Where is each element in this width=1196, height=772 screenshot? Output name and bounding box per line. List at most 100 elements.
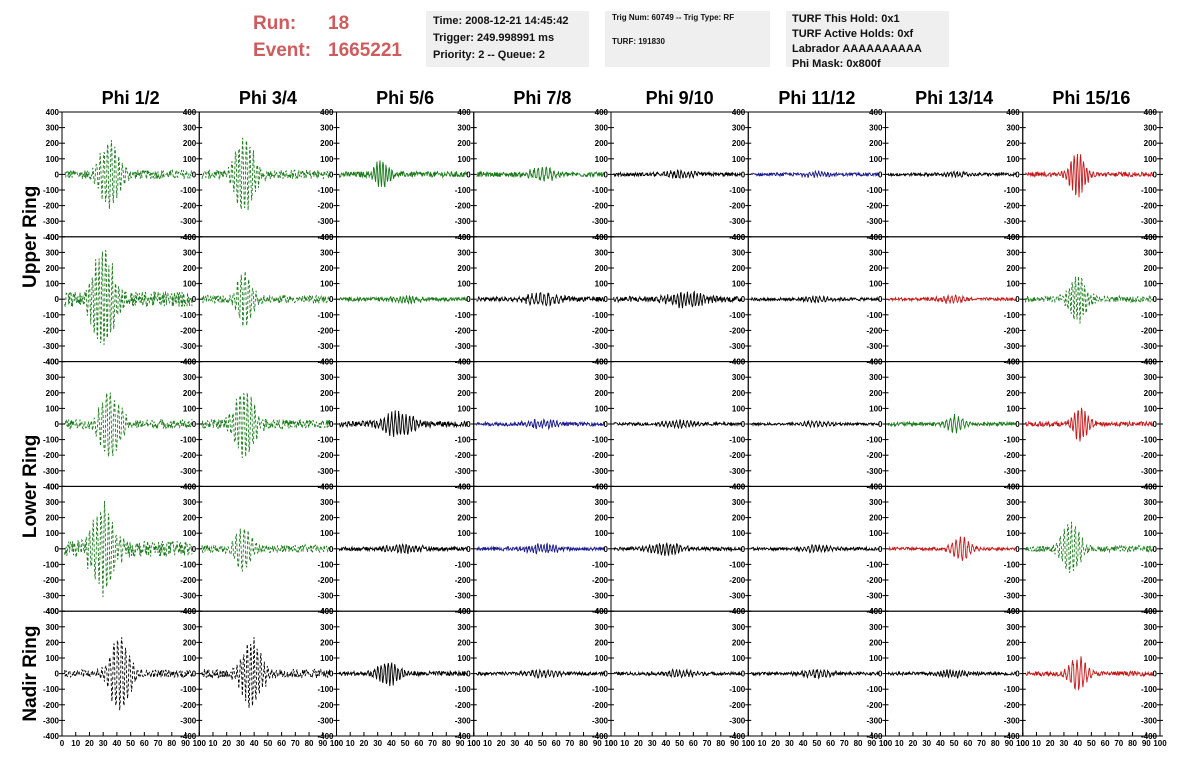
y-tick-label: -400 bbox=[43, 233, 60, 242]
y-tick-label: -200 bbox=[455, 326, 472, 335]
y-tick-label: 200 bbox=[595, 139, 609, 148]
x-tick-label: 70 bbox=[428, 739, 437, 748]
y-tick-label: 200 bbox=[595, 514, 609, 523]
y-tick-label: 200 bbox=[46, 264, 60, 273]
y-tick-label: -200 bbox=[729, 326, 746, 335]
waveform-trace bbox=[64, 139, 193, 210]
y-tick-label: -300 bbox=[455, 467, 472, 476]
y-tick-label: 300 bbox=[1006, 623, 1020, 632]
x-tick-label: 80 bbox=[1128, 739, 1137, 748]
waveform-trace bbox=[476, 292, 605, 307]
trigger-text: Trigger: 249.998991 ms bbox=[433, 32, 555, 44]
waveform-trace bbox=[476, 166, 605, 182]
y-tick-label: 200 bbox=[46, 139, 60, 148]
y-tick-label: -200 bbox=[1004, 451, 1021, 460]
y-tick-label: -400 bbox=[1141, 732, 1158, 741]
waveform-trace bbox=[1025, 153, 1154, 198]
y-tick-label: 300 bbox=[1144, 498, 1158, 507]
y-tick-label: 300 bbox=[457, 373, 471, 382]
y-tick-label: 100 bbox=[46, 155, 60, 164]
x-tick-label: 90 bbox=[593, 739, 602, 748]
y-tick-label: 0 bbox=[878, 170, 883, 179]
panel-frame bbox=[61, 610, 200, 737]
x-tick-label: 10 bbox=[895, 739, 904, 748]
y-tick-label: -400 bbox=[455, 358, 472, 367]
waveform-trace bbox=[1025, 656, 1154, 691]
y-tick-label: -400 bbox=[43, 482, 60, 491]
x-tick-label: 100 bbox=[742, 739, 756, 748]
x-tick-label: 20 bbox=[359, 739, 368, 748]
y-tick-label: 100 bbox=[320, 654, 334, 663]
y-tick-label: 300 bbox=[595, 248, 609, 257]
column-title: Phi 11/12 bbox=[778, 88, 855, 108]
y-tick-label: 300 bbox=[1144, 373, 1158, 382]
y-tick-label: 100 bbox=[732, 155, 746, 164]
y-tick-label: -100 bbox=[455, 560, 472, 569]
x-tick-label: 0 bbox=[609, 739, 614, 748]
y-tick-label: 400 bbox=[183, 108, 197, 117]
waveform-trace bbox=[750, 668, 880, 680]
timing-info-box: Time: 2008-12-21 14:45:42 Trigger: 249.9… bbox=[426, 11, 589, 67]
y-tick-label: 400 bbox=[1006, 108, 1020, 117]
x-tick-label: 70 bbox=[977, 739, 986, 748]
x-tick-label: 60 bbox=[277, 739, 286, 748]
y-tick-label: 0 bbox=[1153, 670, 1158, 679]
y-tick-label: 0 bbox=[741, 420, 746, 429]
y-tick-label: 200 bbox=[595, 638, 609, 647]
y-tick-label: 400 bbox=[320, 108, 334, 117]
y-tick-label: -100 bbox=[866, 560, 883, 569]
waveform-trace bbox=[887, 293, 1017, 305]
turf-active-text: TURF Active Holds: 0xf bbox=[792, 28, 914, 40]
y-tick-label: -400 bbox=[317, 607, 334, 616]
y-tick-label: 400 bbox=[1006, 358, 1020, 367]
y-tick-label: 300 bbox=[1144, 124, 1158, 133]
y-tick-label: 100 bbox=[320, 404, 334, 413]
x-tick-label: 100 bbox=[467, 739, 481, 748]
y-tick-label: -400 bbox=[1004, 233, 1021, 242]
y-tick-label: 0 bbox=[55, 295, 60, 304]
y-tick-label: -200 bbox=[1141, 576, 1158, 585]
y-tick-label: -400 bbox=[729, 233, 746, 242]
y-tick-label: -400 bbox=[1141, 233, 1158, 242]
y-tick-label: -100 bbox=[1141, 685, 1158, 694]
y-tick-label: 300 bbox=[183, 623, 197, 632]
y-tick-label: -400 bbox=[1004, 358, 1021, 367]
waveform-trace bbox=[476, 418, 605, 431]
y-tick-label: 300 bbox=[732, 248, 746, 257]
y-tick-label: -200 bbox=[729, 576, 746, 585]
y-tick-label: 200 bbox=[1144, 389, 1158, 398]
y-tick-label: 100 bbox=[320, 155, 334, 164]
y-tick-label: -100 bbox=[1004, 436, 1021, 445]
y-tick-label: 400 bbox=[869, 482, 883, 491]
x-tick-label: 100 bbox=[330, 739, 344, 748]
y-tick-label: 100 bbox=[869, 529, 883, 538]
y-tick-label: 300 bbox=[457, 248, 471, 257]
y-tick-label: 300 bbox=[732, 124, 746, 133]
x-tick-label: 40 bbox=[250, 739, 259, 748]
y-tick-label: -300 bbox=[729, 467, 746, 476]
y-tick-label: -200 bbox=[592, 701, 609, 710]
y-tick-label: 400 bbox=[595, 482, 609, 491]
y-tick-label: 300 bbox=[183, 124, 197, 133]
y-tick-label: 200 bbox=[732, 264, 746, 273]
y-tick-label: -200 bbox=[455, 701, 472, 710]
y-tick-label: -400 bbox=[317, 482, 334, 491]
y-tick-label: 200 bbox=[46, 389, 60, 398]
y-tick-label: 200 bbox=[1144, 638, 1158, 647]
x-tick-label: 60 bbox=[963, 739, 972, 748]
x-tick-label: 60 bbox=[414, 739, 423, 748]
y-tick-label: 400 bbox=[595, 358, 609, 367]
y-tick-label: 100 bbox=[457, 529, 471, 538]
x-tick-label: 10 bbox=[1032, 739, 1041, 748]
y-tick-label: -300 bbox=[180, 592, 197, 601]
x-tick-label: 50 bbox=[263, 739, 272, 748]
y-tick-label: 400 bbox=[46, 482, 60, 491]
x-tick-label: 70 bbox=[291, 739, 300, 748]
y-tick-label: 200 bbox=[1006, 638, 1020, 647]
y-tick-label: -200 bbox=[1004, 701, 1021, 710]
y-tick-label: 300 bbox=[46, 623, 60, 632]
y-tick-label: 100 bbox=[1144, 155, 1158, 164]
y-tick-label: 100 bbox=[869, 280, 883, 289]
y-tick-label: -200 bbox=[317, 576, 334, 585]
